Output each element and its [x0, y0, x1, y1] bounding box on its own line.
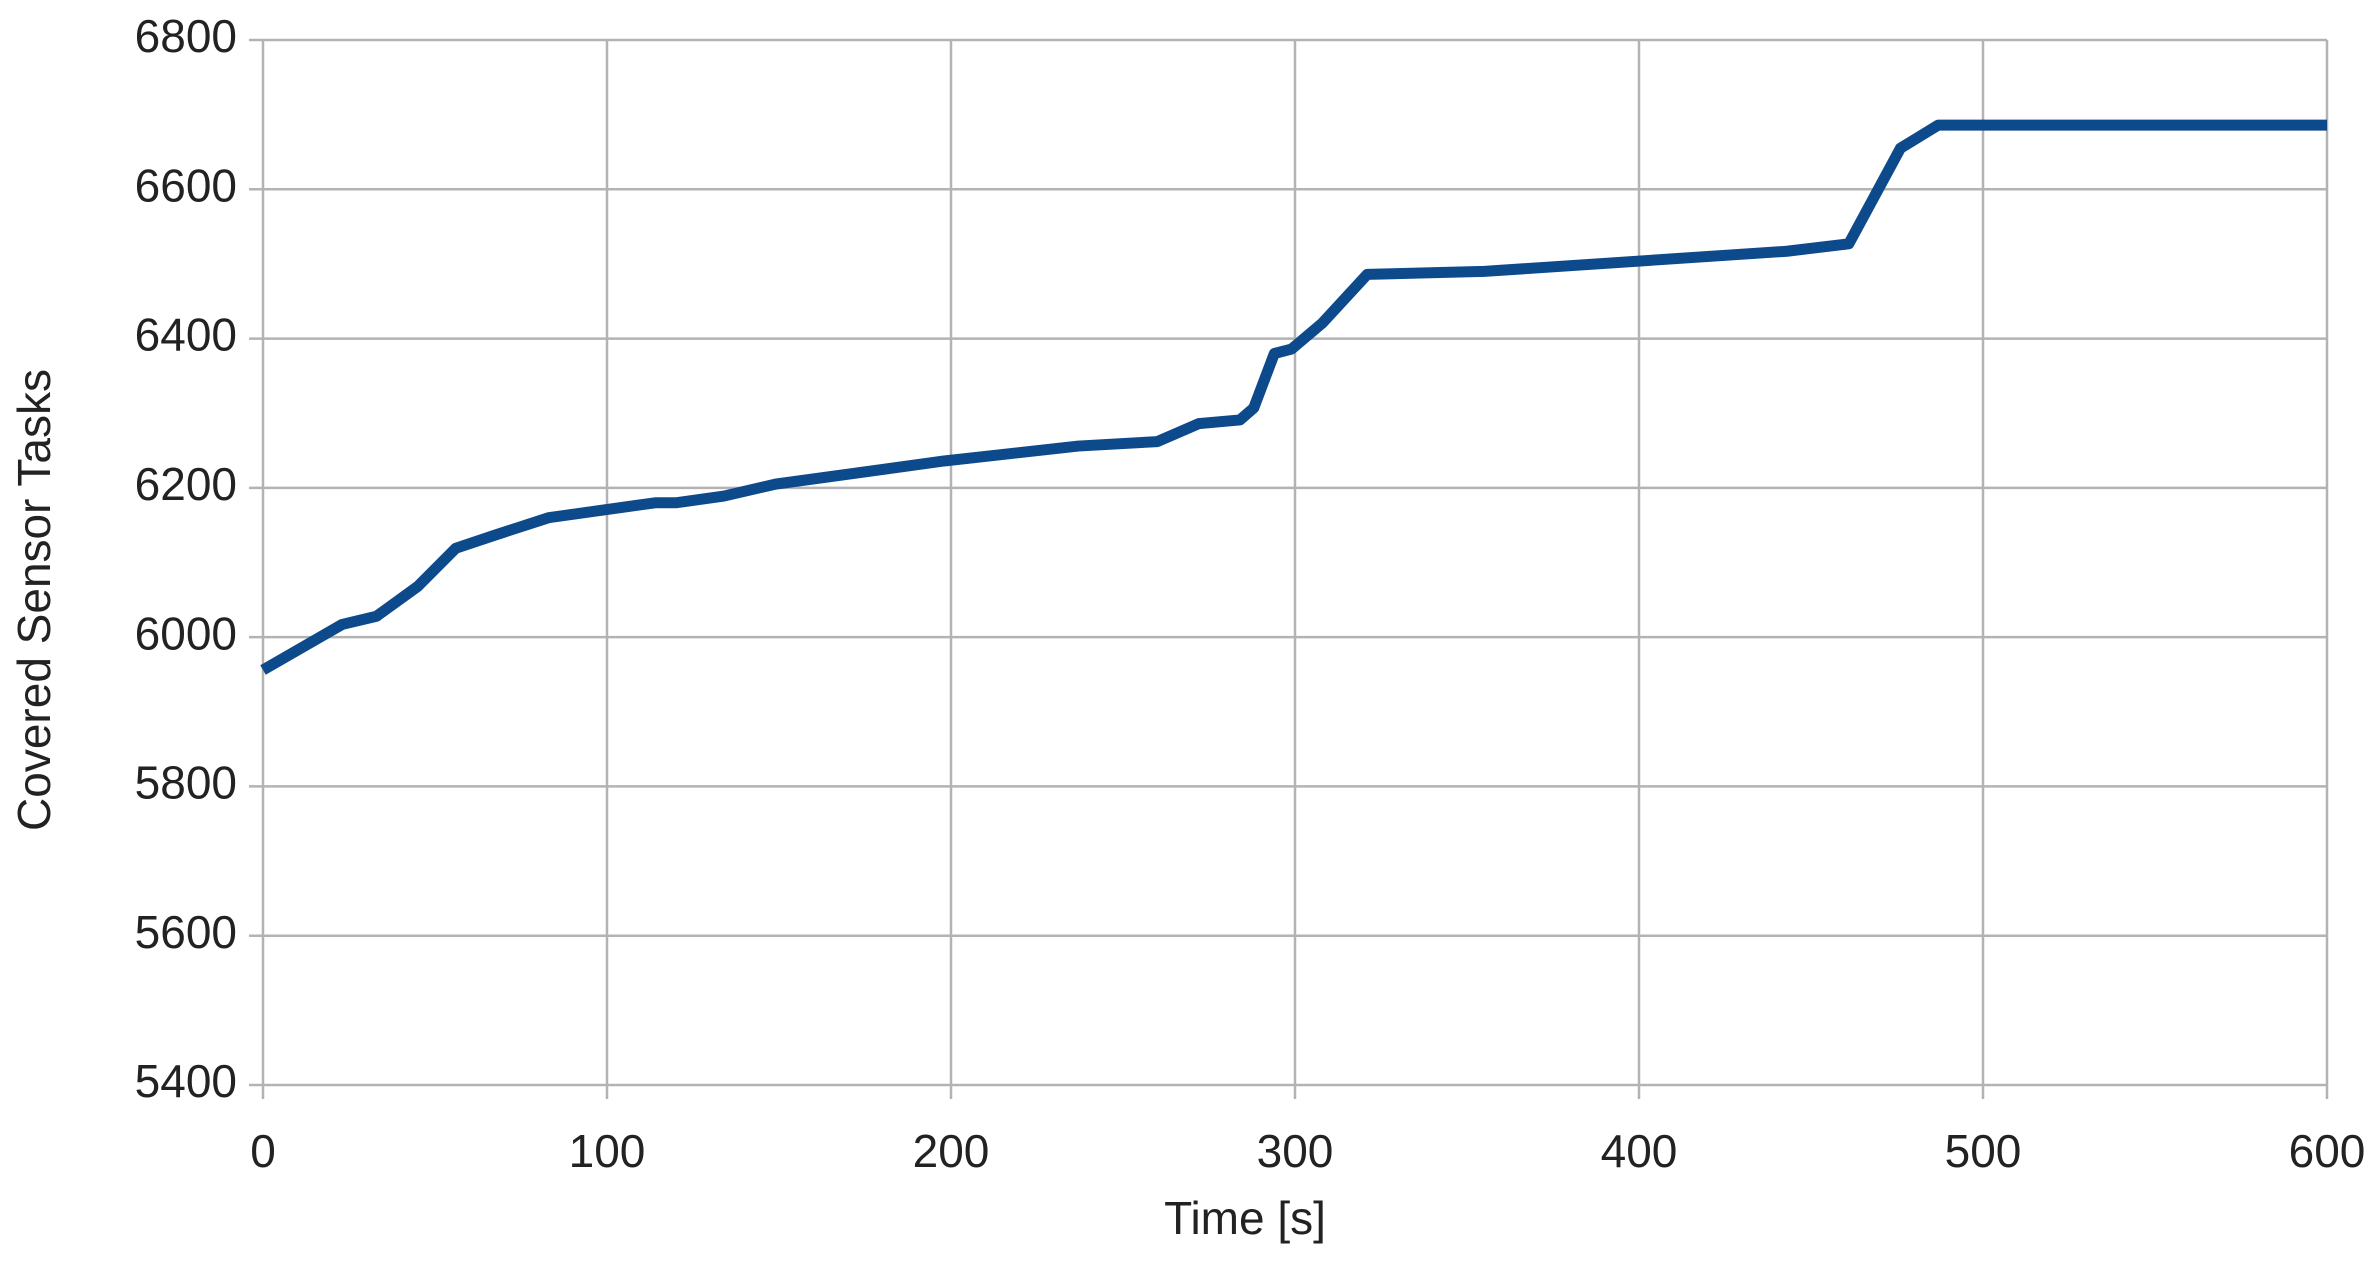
y-tick-label: 5600: [135, 906, 237, 958]
data-line: [260, 119, 2327, 675]
y-tick-label: 5400: [135, 1055, 237, 1107]
x-tick-label: 400: [1601, 1125, 1678, 1177]
y-tick-label: 6600: [135, 159, 237, 211]
x-axis-title: Time [s]: [1164, 1192, 1326, 1244]
x-tick-label: 100: [569, 1125, 646, 1177]
y-tick-label: 6400: [135, 309, 237, 361]
y-tick-label: 5800: [135, 757, 237, 809]
x-tick-label: 300: [1257, 1125, 1334, 1177]
x-tick-label: 0: [250, 1125, 276, 1177]
x-tick-label: 500: [1945, 1125, 2022, 1177]
y-tick-label: 6200: [135, 458, 237, 510]
y-tick-label: 6800: [135, 10, 237, 62]
y-tick-label: 6000: [135, 607, 237, 659]
y-axis-title: Covered Sensor Tasks: [8, 369, 60, 831]
x-tick-label: 600: [2289, 1125, 2366, 1177]
x-tick-label: 200: [913, 1125, 990, 1177]
